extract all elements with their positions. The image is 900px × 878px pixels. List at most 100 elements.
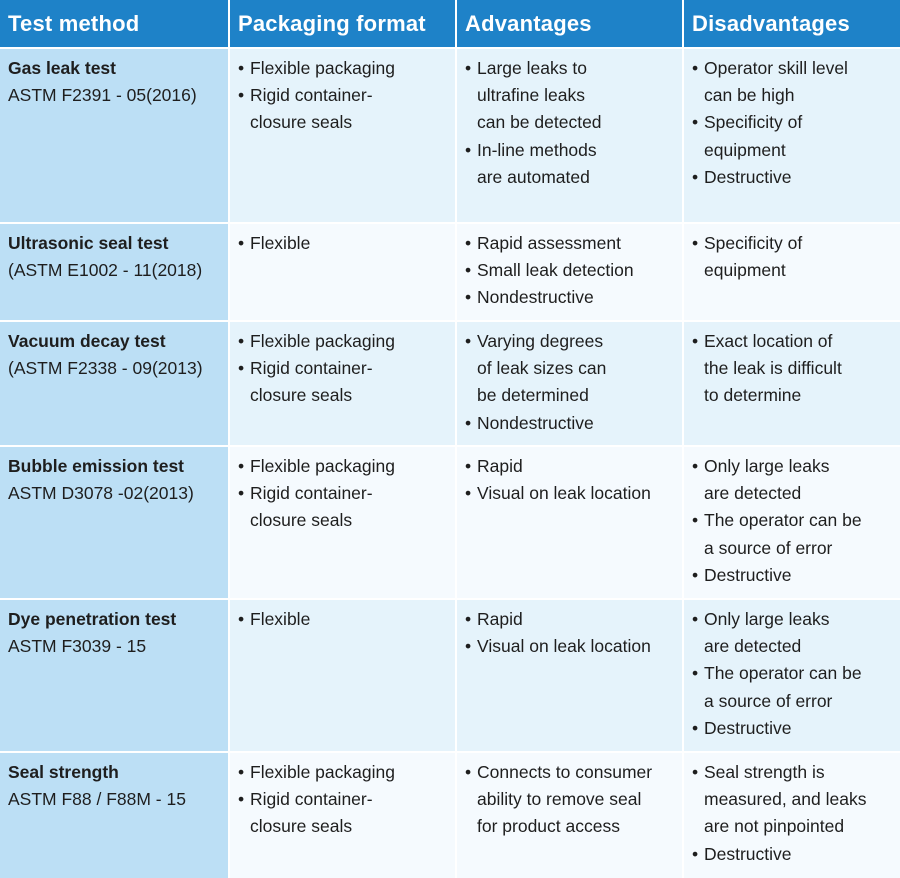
list-item: Rigid container- closure seals [238,82,447,136]
list-item: Large leaks to ultrafine leaks can be de… [465,55,674,137]
packaging-format-text: Rigid container- closure seals [250,789,373,837]
list-item: Rigid container- closure seals [238,786,447,840]
advantages-text: Rapid [477,456,523,476]
packaging-format-list: Flexible [238,606,447,633]
list-item: Varying degrees of leak sizes can be det… [465,328,674,410]
disadvantages-text: The operator can be a source of error [704,510,862,558]
test-method-cell: Bubble emission test ASTM D3078 -02(2013) [0,445,230,599]
disadvantages-cell: Only large leaks are detected The operato… [683,598,900,752]
test-method-standard: ASTM D3078 -02(2013) [8,483,194,504]
packaging-format-text: Flexible packaging [250,58,395,78]
disadvantages-text: Only large leaks are detected [704,609,830,657]
advantages-text: Rapid [477,609,523,629]
table-row: Dye penetration test ASTM F3039 - 15 Flexi… [0,598,900,752]
advantages-text: Small leak detection [477,260,634,281]
advantages-cell: Connects to consumer ability to remove s… [456,751,684,878]
list-item: Flexible packaging [238,328,447,355]
test-method-standard: ASTM F88 / F88M - 15 [8,789,186,810]
disadvantages-cell: Operator skill level can be high Specific… [683,47,900,223]
list-item: Exact location of the leak is difficult … [692,328,892,410]
header-advantages: Advantages [456,0,684,48]
disadvantages-list: Only large leaks are detected The operato… [692,453,892,589]
list-item: The operator can be a source of error [692,660,892,714]
list-item: Destructive [692,841,892,868]
table-row: Bubble emission test ASTM D3078 -02(2013)… [0,445,900,599]
disadvantages-text: Exact location of the leak is difficult … [704,331,842,406]
disadvantages-cell: Only large leaks are detected The operato… [683,445,900,599]
advantages-cell: Rapid assessment Small leak detection Nond… [456,222,684,321]
header-test-method: Test method [0,0,230,48]
test-method-standard: ASTM F3039 - 15 [8,636,147,657]
list-item: Destructive [692,562,892,589]
test-method-name: Gas leak test [8,58,116,78]
advantages-list: Connects to consumer ability to remove s… [465,759,674,841]
disadvantages-text: Destructive [704,843,792,864]
advantages-text: Connects to consumer ability to remove s… [477,762,653,837]
header-packaging-format: Packaging format [229,0,457,48]
test-method-name: Bubble emission test [8,456,185,476]
advantages-list: Varying degrees of leak sizes can be det… [465,328,674,437]
test-method-standard: ASTM F2391 - 05(2016) [8,85,197,106]
test-method-cell: Gas leak test ASTM F2391 - 05(2016) [0,47,230,223]
packaging-format-cell: Flexible [229,598,457,752]
packaging-format-cell: Flexible packaging Rigid container- closu… [229,47,457,223]
list-item: Rapid assessment [465,230,674,257]
disadvantages-text: Specificity of equipment [704,233,803,281]
advantages-list: Rapid Visual on leak location [465,606,674,661]
list-item: Seal strength is measured, and leaks are… [692,759,892,841]
list-item: Rigid container- closure seals [238,355,447,409]
packaging-format-text: Flexible packaging [250,456,395,476]
advantages-list: Rapid Visual on leak location [465,453,674,508]
table-body: Gas leak test ASTM F2391 - 05(2016) Flexib… [0,47,900,878]
list-item: Rigid container- closure seals [238,480,447,534]
packaging-format-text: Rigid container- closure seals [250,358,373,406]
packaging-format-list: Flexible packaging Rigid container- closu… [238,328,447,410]
test-method-name: Seal strength [8,762,119,782]
list-item: Rapid [465,453,674,480]
test-method-cell: Dye penetration test ASTM F3039 - 15 [0,598,230,752]
advantages-list: Large leaks to ultrafine leaks can be de… [465,55,674,191]
disadvantages-text: Specificity of equipment [704,112,803,160]
list-item: Visual on leak location [465,480,674,507]
header-row: Test method Packaging format Advantages … [0,0,900,48]
list-item: Only large leaks are detected [692,453,892,507]
advantages-cell: Rapid Visual on leak location [456,598,684,752]
disadvantages-text: Only large leaks are detected [704,456,830,504]
packaging-format-text: Rigid container- closure seals [250,85,373,133]
test-method-name: Ultrasonic seal test [8,233,169,253]
list-item: Only large leaks are detected [692,606,892,660]
packaging-format-cell: Flexible packaging Rigid container- closu… [229,445,457,599]
disadvantages-list: Operator skill level can be high Specific… [692,55,892,191]
disadvantages-list: Specificity of equipment [692,230,892,284]
disadvantages-list: Exact location of the leak is difficult … [692,328,892,410]
advantages-list: Rapid assessment Small leak detection Nond… [465,230,674,312]
test-method-cell: Seal strength ASTM F88 / F88M - 15 [0,751,230,878]
packaging-format-text: Rigid container- closure seals [250,483,373,531]
packaging-format-list: Flexible packaging Rigid container- closu… [238,55,447,137]
table-row: Seal strength ASTM F88 / F88M - 15 Flexibl… [0,751,900,878]
list-item: Flexible packaging [238,453,447,480]
advantages-cell: Large leaks to ultrafine leaks can be de… [456,47,684,223]
list-item: Flexible [238,606,447,633]
table-row: Ultrasonic seal test (ASTM E1002 - 11(201… [0,222,900,321]
advantages-text: Nondestructive [477,287,594,308]
packaging-format-list: Flexible packaging Rigid container- closu… [238,759,447,841]
test-method-cell: Ultrasonic seal test (ASTM E1002 - 11(201… [0,222,230,321]
list-item: Specificity of equipment [692,109,892,163]
test-method-standard: (ASTM F2338 - 09(2013) [8,358,203,379]
packaging-format-text: Flexible [250,233,311,253]
packaging-format-list: Flexible [238,230,447,257]
test-method-name: Dye penetration test [8,609,177,629]
packaging-format-cell: Flexible [229,222,457,321]
packaging-format-text: Flexible packaging [250,331,395,351]
disadvantages-text: The operator can be a source of error [704,663,862,711]
disadvantages-cell: Seal strength is measured, and leaks are… [683,751,900,878]
list-item: Specificity of equipment [692,230,892,284]
list-item: The operator can be a source of error [692,507,892,561]
list-item: Visual on leak location [465,633,674,660]
list-item: Flexible packaging [238,759,447,786]
list-item: Connects to consumer ability to remove s… [465,759,674,841]
list-item: Flexible packaging [238,55,447,82]
disadvantages-text: Seal strength is measured, and leaks are… [704,762,867,837]
